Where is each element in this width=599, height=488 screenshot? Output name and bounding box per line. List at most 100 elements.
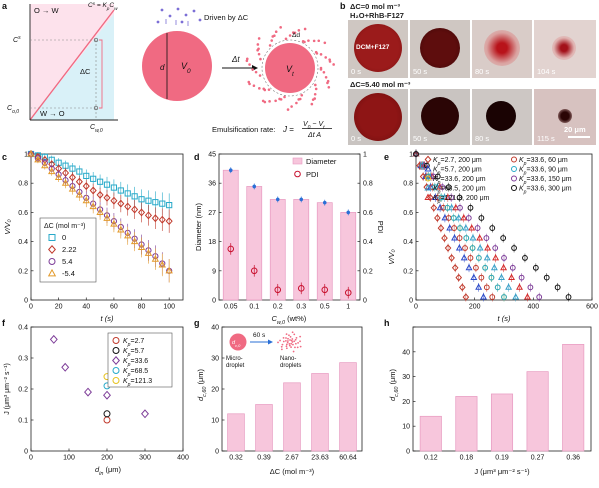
droplet (486, 101, 516, 131)
text-span: w,0 (95, 128, 103, 134)
data-point--5.4 (27, 149, 35, 157)
data-point-2.22 (144, 211, 152, 220)
inset-nanodroplet (290, 346, 292, 349)
data-point-0 (131, 193, 138, 200)
data-point (455, 244, 463, 251)
pdi-point (297, 285, 305, 292)
droplet (354, 93, 402, 141)
inset-microdroplet (229, 333, 247, 351)
text-span: d (160, 63, 165, 72)
legend-entry: Kp=33.6, 200 μm (433, 176, 486, 186)
x-tick-label: 100 (163, 304, 175, 311)
y2-tick-label: 1 (363, 152, 367, 159)
data-point (421, 162, 428, 169)
data-point (439, 184, 446, 191)
data-point (511, 245, 517, 251)
data-point--5.4 (165, 266, 173, 274)
y-tick-label: 0.6 (403, 210, 413, 217)
y-tick-label: 0 (24, 449, 28, 456)
data-point (430, 173, 437, 180)
x-tick-label: 100 (63, 455, 75, 462)
data-point (512, 293, 520, 300)
panel-b-row1-sub: H₂O+RhB-F127 (350, 11, 404, 20)
inset-nanodroplet (289, 335, 292, 338)
text-span: K (433, 186, 438, 193)
data-point-2.22 (131, 205, 139, 214)
nanodroplet (270, 39, 274, 42)
data-point (430, 204, 438, 212)
molecule (176, 7, 180, 11)
legend-entry: 5.4 (62, 257, 72, 266)
pdi-point (274, 286, 282, 294)
nanodroplet (324, 56, 328, 59)
region-o-to-w (30, 4, 114, 120)
photo-row2-2: 80 s (472, 89, 532, 145)
text-span: K (123, 368, 128, 375)
inset-nanodroplet (288, 334, 290, 337)
text-span: p (437, 190, 441, 196)
text-span: =68.5 (130, 368, 148, 375)
text-span: c,60 (202, 387, 208, 397)
y-cs-label: Cs (13, 35, 21, 44)
y-tick-label: 0.8 (403, 181, 413, 188)
x-axis-label: t (s) (498, 314, 511, 323)
legend-entry: Kp=33.6, 300 μm (519, 186, 572, 196)
nanodroplet (332, 63, 335, 66)
data-point (444, 204, 451, 211)
inset-nanodroplet (281, 343, 284, 346)
text-span: (wt%) (285, 314, 307, 323)
data-point (451, 264, 459, 272)
o-to-w-label: O → W (34, 6, 60, 15)
data-point (523, 293, 531, 300)
inset-nanodroplet (295, 336, 298, 339)
nanodroplet (251, 68, 254, 71)
data-point--5.4 (75, 190, 84, 198)
inset-nanodroplet (294, 342, 297, 345)
text-span: c,60 (394, 387, 400, 397)
text-span: K (519, 167, 524, 174)
inset-nanodroplet (284, 340, 287, 342)
data-point (434, 194, 441, 201)
legend-marker (511, 166, 517, 172)
inset-nanodroplet (285, 337, 287, 339)
data-point (501, 255, 507, 261)
inset-nanodroplet (296, 346, 299, 349)
data-point-0 (110, 184, 118, 191)
legend-marker (511, 185, 517, 191)
inset-nanodroplet (291, 341, 294, 343)
data-point (508, 273, 516, 281)
nanodroplet (274, 99, 277, 103)
legend-entry: Kp=33.6, 60 μm (519, 157, 568, 167)
panel-h: 0.12 0.18 0.19 0.27 0.36 0 10 20 30 40 J (μm³ μm⁻²… (388, 326, 592, 476)
x-tick-label: 20 (55, 304, 63, 311)
data-point (141, 409, 149, 419)
nanodroplet (310, 102, 314, 106)
legend-entry: 2.22 (62, 245, 77, 254)
x-tick-label: 0.5 (320, 304, 330, 311)
x-tick-label: 0 (414, 304, 418, 311)
data-point (476, 244, 484, 251)
text-span: p (523, 161, 527, 167)
data-point (492, 254, 500, 261)
delta-c-bracket (99, 39, 103, 109)
data-point (536, 294, 543, 300)
x-tick-label: 0.12 (424, 455, 438, 462)
time-label: 0 s (351, 134, 362, 143)
data-point--5.4 (124, 231, 132, 239)
bar (283, 382, 301, 452)
x-tick-label: 1 (346, 304, 350, 311)
data-point--5.4 (103, 214, 111, 221)
panel-letter-f: f (2, 318, 6, 328)
molecule (184, 13, 188, 17)
nanodroplet (327, 85, 331, 89)
data-point-0 (152, 199, 159, 206)
y-tick-label: 0.4 (18, 325, 28, 332)
nanodroplet (322, 70, 326, 74)
text-span: p (523, 180, 527, 186)
x-tick-label: 300 (139, 455, 151, 462)
y-tick-label: 9 (212, 268, 216, 275)
y-tick-label: 45 (208, 152, 216, 159)
data-point (462, 293, 470, 301)
y-tick-label: 40 (211, 325, 219, 332)
panel-c: 0 20 40 60 80 100 0 0.2 0.4 0.6 0.8 1 ΔC (mol m⁻³) 0 2… (3, 149, 184, 323)
